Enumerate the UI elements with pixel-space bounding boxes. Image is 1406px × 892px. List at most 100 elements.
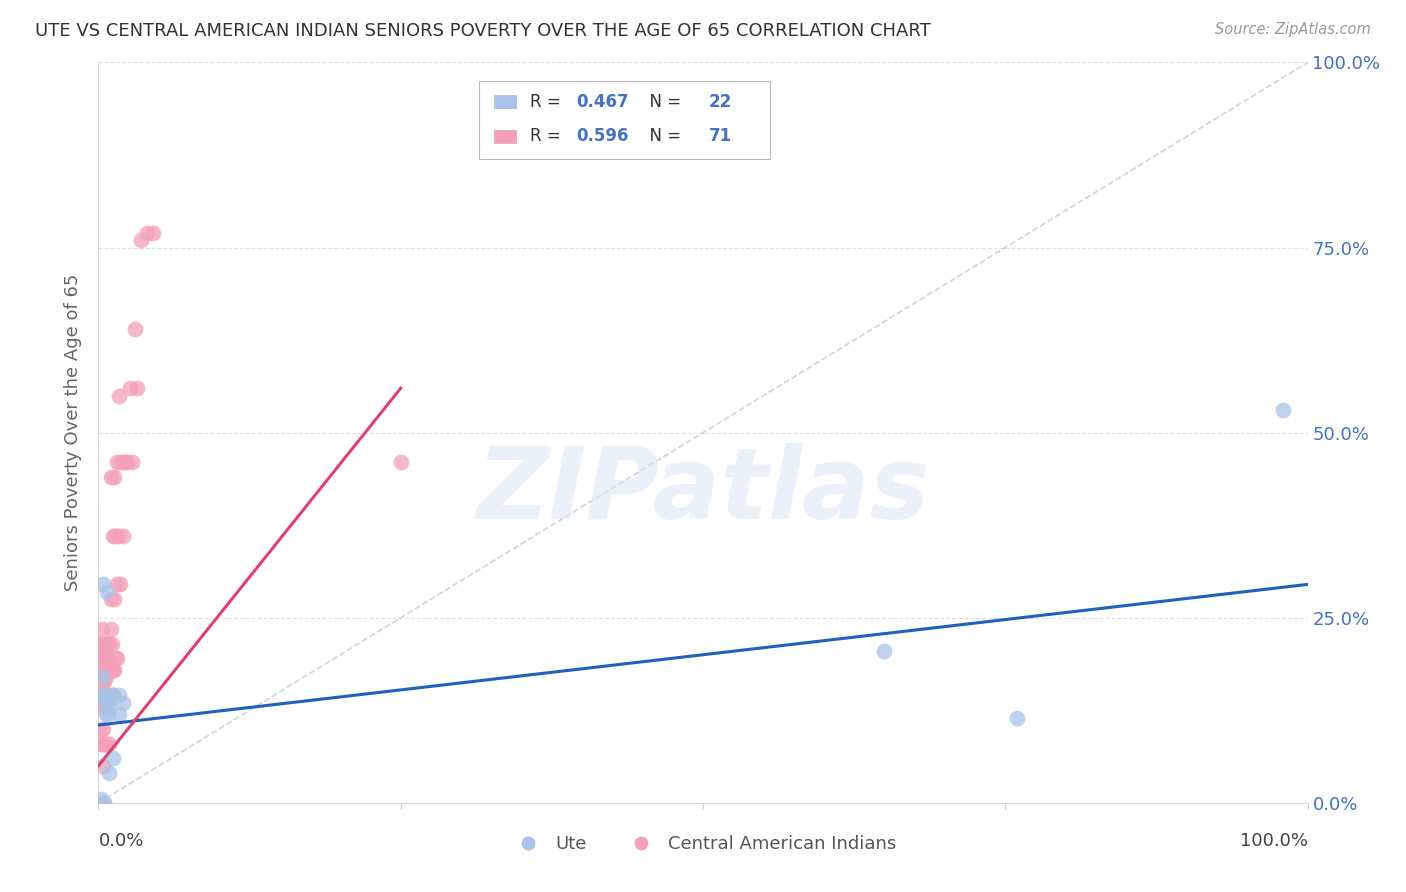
Point [98,766,121,780]
Text: 71: 71 [709,128,733,145]
Point [94,689,117,703]
Point [103,663,125,677]
Text: 0.467: 0.467 [576,93,628,111]
Point [94,706,117,721]
Text: 0.596: 0.596 [576,128,628,145]
Text: 22: 22 [709,93,733,111]
Point [101,689,124,703]
Point [96,663,118,677]
Point [101,751,124,765]
Point [90,692,112,706]
Point [110,455,132,469]
Point [98,637,121,651]
Point [93,689,115,703]
Point [104,529,127,543]
Point [93,796,115,810]
Point [97,651,120,665]
Point [96,692,118,706]
Text: R =: R = [530,128,567,145]
Point [90,737,112,751]
Point [91,692,114,706]
Point [114,455,136,469]
Point [108,388,131,402]
Point [111,529,134,543]
Text: N =: N = [638,93,686,111]
Point [96,584,118,599]
Point [91,737,114,751]
Point [127,381,149,395]
Point [117,455,139,469]
Point [91,637,114,651]
Point [89,651,111,665]
Point [873,644,896,658]
Point [100,622,122,636]
Point [91,758,114,772]
Point [89,637,111,651]
Point [90,666,112,681]
FancyBboxPatch shape [494,95,516,108]
Point [94,670,117,684]
Point [91,622,114,636]
Point [118,381,141,395]
Point [105,577,128,591]
Point [93,692,115,706]
Point [94,699,117,714]
Point [111,696,134,710]
Point [93,796,115,810]
Point [108,577,131,591]
Point [89,689,111,703]
Point [90,648,112,662]
Point [142,226,165,240]
Point [93,699,115,714]
Point [91,663,114,677]
Point [135,226,157,240]
Point [98,737,121,751]
Y-axis label: Seniors Poverty Over the Age of 65: Seniors Poverty Over the Age of 65 [65,274,83,591]
Point [100,470,122,484]
Point [105,455,128,469]
Point [100,692,122,706]
Point [94,737,117,751]
Point [107,529,129,543]
Point [98,692,121,706]
Point [91,651,114,665]
Point [91,637,114,651]
Point [105,651,128,665]
Point [93,737,115,751]
Point [121,455,143,469]
Point [1007,711,1029,725]
Point [97,637,120,651]
Point [91,577,114,591]
Point [100,689,122,703]
Point [101,529,124,543]
Point [103,592,125,607]
Point [94,637,117,651]
Point [90,722,112,736]
Point [97,706,120,721]
Point [1272,403,1295,417]
Point [100,592,122,607]
FancyBboxPatch shape [494,130,516,143]
Point [124,322,146,336]
Point [100,637,122,651]
Point [89,663,111,677]
Point [101,689,124,703]
Text: 100.0%: 100.0% [1240,832,1308,850]
Point [93,651,115,665]
Point [104,651,127,665]
Point [97,689,120,703]
Point [389,455,412,469]
Point [103,470,125,484]
Point [108,689,131,703]
Point [100,663,122,677]
Point [112,455,135,469]
Point [129,233,152,247]
Text: R =: R = [530,93,567,111]
Point [91,677,114,691]
Text: Source: ZipAtlas.com: Source: ZipAtlas.com [1215,22,1371,37]
Point [108,706,131,721]
Text: ZIPatlas: ZIPatlas [477,443,929,541]
Point [91,670,114,684]
Point [96,637,118,651]
Point [91,692,114,706]
